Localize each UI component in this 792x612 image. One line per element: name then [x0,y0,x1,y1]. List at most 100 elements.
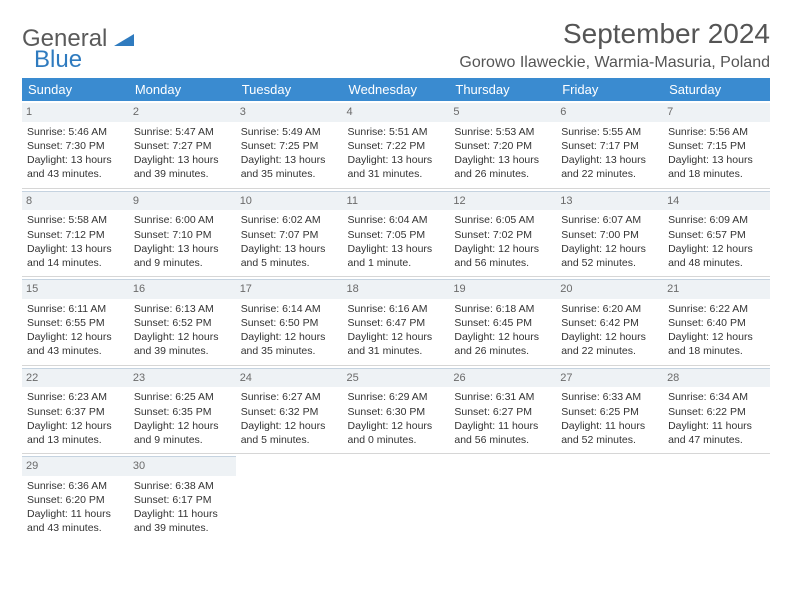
day-number: 3 [236,103,343,122]
sunset-text: Sunset: 7:22 PM [348,139,445,153]
sunset-text: Sunset: 6:42 PM [561,316,658,330]
sunrise-text: Sunrise: 5:53 AM [454,125,551,139]
sunset-text: Sunset: 6:27 PM [454,405,551,419]
daylight-text: Daylight: 12 hours and 5 minutes. [241,419,338,447]
day-number: 8 [22,191,129,211]
daylight-text: Daylight: 13 hours and 22 minutes. [561,153,658,181]
title-block: September 2024 Gorowo Ilaweckie, Warmia-… [459,18,770,72]
calendar-cell: . [556,454,663,542]
day-number: 15 [22,279,129,299]
sunset-text: Sunset: 6:40 PM [668,316,765,330]
calendar-cell: 15Sunrise: 6:11 AMSunset: 6:55 PMDayligh… [22,277,129,366]
calendar-cell: 3 Sunrise: 5:49 AMSunset: 7:25 PMDaylight… [236,101,343,188]
day-number: 24 [236,368,343,388]
calendar-cell: . [663,454,770,542]
day-details: Sunrise: 5:56 AMSunset: 7:15 PMDaylight:… [668,125,765,182]
day-number: 23 [129,368,236,388]
day-details: Sunrise: 5:47 AMSunset: 7:27 PMDaylight:… [134,125,231,182]
calendar-cell: 21 Sunrise: 6:22 AMSunset: 6:40 PMDayligh… [663,277,770,366]
day-number: 14 [663,191,770,211]
daylight-text: Daylight: 11 hours and 39 minutes. [134,507,231,535]
sunrise-text: Sunrise: 6:27 AM [241,390,338,404]
day-details: Sunrise: 5:58 AMSunset: 7:12 PMDaylight:… [27,213,124,270]
day-number: 1 [22,103,129,122]
day-number: 13 [556,191,663,211]
day-number: 28 [663,368,770,388]
day-header: Sunday [22,78,129,101]
calendar-cell: 13Sunrise: 6:07 AMSunset: 7:00 PMDayligh… [556,188,663,277]
sunrise-text: Sunrise: 6:05 AM [454,213,551,227]
sunrise-text: Sunrise: 6:02 AM [241,213,338,227]
day-number: 4 [343,103,450,122]
calendar-cell: 6Sunrise: 5:55 AMSunset: 7:17 PMDaylight… [556,101,663,188]
day-details: Sunrise: 6:22 AMSunset: 6:40 PMDaylight:… [668,302,765,359]
sunrise-text: Sunrise: 6:36 AM [27,479,124,493]
calendar-cell: 1 Sunrise: 5:46 AMSunset: 7:30 PMDaylight… [22,101,129,188]
day-header-row: Sunday Monday Tuesday Wednesday Thursday… [22,78,770,101]
daylight-text: Daylight: 11 hours and 56 minutes. [454,419,551,447]
calendar-cell: 28 Sunrise: 6:34 AMSunset: 6:22 PMDayligh… [663,365,770,454]
day-details: Sunrise: 6:16 AMSunset: 6:47 PMDaylight:… [348,302,445,359]
daylight-text: Daylight: 11 hours and 47 minutes. [668,419,765,447]
day-details: Sunrise: 6:31 AMSunset: 6:27 PMDaylight:… [454,390,551,447]
daylight-text: Daylight: 12 hours and 31 minutes. [348,330,445,358]
daylight-text: Daylight: 12 hours and 0 minutes. [348,419,445,447]
daylight-text: Daylight: 13 hours and 39 minutes. [134,153,231,181]
day-details: Sunrise: 6:13 AMSunset: 6:52 PMDaylight:… [134,302,231,359]
calendar-cell: 25Sunrise: 6:29 AMSunset: 6:30 PMDayligh… [343,365,450,454]
page-header: General Blue September 2024 Gorowo Ilawe… [22,18,770,72]
sunrise-text: Sunrise: 6:16 AM [348,302,445,316]
title-month: September 2024 [459,18,770,50]
sunset-text: Sunset: 6:37 PM [27,405,124,419]
day-header: Saturday [663,78,770,101]
daylight-text: Daylight: 13 hours and 26 minutes. [454,153,551,181]
calendar-cell: . [236,454,343,542]
sunrise-text: Sunrise: 6:14 AM [241,302,338,316]
day-number: 21 [663,279,770,299]
day-details: Sunrise: 6:14 AMSunset: 6:50 PMDaylight:… [241,302,338,359]
calendar-cell: 9Sunrise: 6:00 AMSunset: 7:10 PMDaylight… [129,188,236,277]
day-details: Sunrise: 6:07 AMSunset: 7:00 PMDaylight:… [561,213,658,270]
calendar-cell: 27Sunrise: 6:33 AMSunset: 6:25 PMDayligh… [556,365,663,454]
calendar-cell: 11Sunrise: 6:04 AMSunset: 7:05 PMDayligh… [343,188,450,277]
day-details: Sunrise: 6:27 AMSunset: 6:32 PMDaylight:… [241,390,338,447]
calendar-cell: 14Sunrise: 6:09 AMSunset: 6:57 PMDayligh… [663,188,770,277]
sunrise-text: Sunrise: 6:33 AM [561,390,658,404]
daylight-text: Daylight: 12 hours and 56 minutes. [454,242,551,270]
daylight-text: Daylight: 12 hours and 39 minutes. [134,330,231,358]
sunset-text: Sunset: 6:22 PM [668,405,765,419]
sunset-text: Sunset: 7:20 PM [454,139,551,153]
day-details: Sunrise: 6:05 AMSunset: 7:02 PMDaylight:… [454,213,551,270]
daylight-text: Daylight: 12 hours and 26 minutes. [454,330,551,358]
sunset-text: Sunset: 7:27 PM [134,139,231,153]
calendar-cell: 24Sunrise: 6:27 AMSunset: 6:32 PMDayligh… [236,365,343,454]
logo-triangle-icon [114,29,134,51]
day-details: Sunrise: 5:49 AMSunset: 7:25 PMDaylight:… [241,125,338,182]
calendar-cell: 18Sunrise: 6:16 AMSunset: 6:47 PMDayligh… [343,277,450,366]
sunset-text: Sunset: 7:12 PM [27,228,124,242]
day-number: 26 [449,368,556,388]
calendar-week: 1 Sunrise: 5:46 AMSunset: 7:30 PMDaylight… [22,101,770,188]
sunrise-text: Sunrise: 6:18 AM [454,302,551,316]
sunrise-text: Sunrise: 6:09 AM [668,213,765,227]
calendar-cell: 22Sunrise: 6:23 AMSunset: 6:37 PMDayligh… [22,365,129,454]
sunset-text: Sunset: 6:52 PM [134,316,231,330]
day-details: Sunrise: 5:55 AMSunset: 7:17 PMDaylight:… [561,125,658,182]
sunrise-text: Sunrise: 6:34 AM [668,390,765,404]
sunrise-text: Sunrise: 5:56 AM [668,125,765,139]
day-number: 20 [556,279,663,299]
day-details: Sunrise: 5:53 AMSunset: 7:20 PMDaylight:… [454,125,551,182]
daylight-text: Daylight: 12 hours and 22 minutes. [561,330,658,358]
daylight-text: Daylight: 13 hours and 9 minutes. [134,242,231,270]
sunrise-text: Sunrise: 6:04 AM [348,213,445,227]
day-details: Sunrise: 6:33 AMSunset: 6:25 PMDaylight:… [561,390,658,447]
calendar-cell: 12Sunrise: 6:05 AMSunset: 7:02 PMDayligh… [449,188,556,277]
daylight-text: Daylight: 12 hours and 13 minutes. [27,419,124,447]
day-number: 30 [129,456,236,476]
calendar-table: Sunday Monday Tuesday Wednesday Thursday… [22,78,770,542]
daylight-text: Daylight: 13 hours and 35 minutes. [241,153,338,181]
sunrise-text: Sunrise: 5:51 AM [348,125,445,139]
day-number: 22 [22,368,129,388]
sunset-text: Sunset: 7:10 PM [134,228,231,242]
day-details: Sunrise: 5:46 AMSunset: 7:30 PMDaylight:… [27,125,124,182]
